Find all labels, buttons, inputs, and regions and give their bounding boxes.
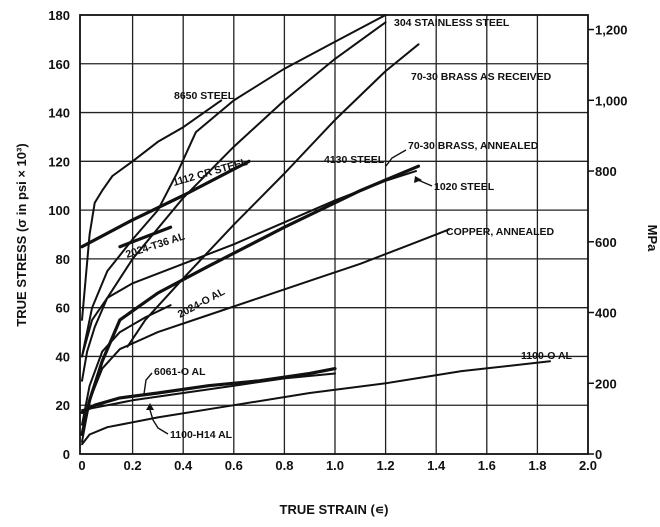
y-tick-label: 180	[48, 8, 70, 23]
y-tick-label: 80	[56, 252, 70, 267]
y-axis-title: TRUE STRESS (σ in psi × 10³)	[14, 143, 29, 326]
y2-tick-label: 1,200	[595, 23, 628, 38]
label-70-30-brass-as-received: 70-30 BRASS AS RECEIVED	[411, 71, 552, 83]
label-1020-steel: 1020 STEEL	[434, 181, 495, 193]
y-tick-label: 0	[63, 447, 70, 462]
label-copper-annealed: COPPER, ANNEALED	[446, 226, 555, 238]
label-8650-steel: 8650 STEEL	[174, 90, 235, 102]
curve-70-30-brass-as-received	[126, 43, 420, 348]
label-70-30-brass-annealed: 70-30 BRASS, ANNEALED	[408, 140, 539, 152]
y-tick-label: 140	[48, 106, 70, 121]
leader-1100-h14-al	[149, 409, 169, 435]
y2-tick-label: 600	[595, 235, 617, 250]
y2-tick-label: 800	[595, 164, 617, 179]
x-tick-labels: 0 0.2 0.4 0.6 0.8 1.0 1.2 1.4 1.6 1.8 2.0	[78, 458, 597, 473]
label-6061-o-al: 6061-O AL	[154, 366, 206, 378]
y-tick-label: 40	[56, 349, 70, 364]
curve-1112-cr-steel	[80, 159, 251, 249]
y2-tick-label: 200	[595, 376, 617, 391]
x-axis-title: TRUE STRAIN (∊)	[280, 502, 389, 517]
curve-2024-o-al	[81, 304, 172, 426]
curve-8650-steel	[81, 99, 223, 321]
x-tick-label: 1.4	[427, 458, 446, 473]
label-4130-steel: 4130 STEEL	[324, 154, 385, 166]
curve-2024-t36-al	[118, 225, 173, 249]
curve-1020-steel	[81, 170, 417, 358]
curve-1100-h14-al	[81, 372, 336, 412]
y-tick-label: 120	[48, 154, 70, 169]
y-tick-label: 100	[48, 203, 70, 218]
label-2024-t36-al: 2024-T36 AL	[124, 230, 187, 261]
x-tick-label: 0	[78, 458, 85, 473]
x-tick-label: 1.0	[326, 458, 344, 473]
y2-tick-label: 400	[595, 306, 617, 321]
curve-copper-annealed	[81, 228, 450, 443]
curve-1100-o-al	[81, 360, 551, 446]
y2-tick-label: 0	[595, 447, 602, 462]
x-tick-label: 1.6	[478, 458, 496, 473]
curve-304-stainless-steel	[81, 21, 387, 382]
curve-6061-o-al	[80, 367, 337, 415]
curves	[80, 14, 551, 446]
leader-6061-o-al	[143, 372, 153, 395]
x-tick-label: 0.8	[275, 458, 293, 473]
label-1100-h14-al: 1100-H14 AL	[170, 429, 233, 441]
label-304-stainless-steel: 304 STAINLESS STEEL	[394, 17, 510, 29]
y2-tick-label: 1,000	[595, 93, 628, 108]
label-1100-o-al: 1100-O AL	[521, 350, 573, 362]
y2-axis-title: MPa	[645, 225, 660, 253]
y-tick-label: 60	[56, 301, 70, 316]
x-tick-label: 1.8	[528, 458, 546, 473]
x-tick-label: 0.4	[174, 458, 193, 473]
x-tick-label: 2.0	[579, 458, 597, 473]
y-tick-labels: 0 20 40 60 80 100 120 140 160 180	[48, 8, 70, 462]
y-tick-label: 20	[56, 398, 70, 413]
leader-70-30-brass-annealed	[385, 149, 407, 167]
leader-1020-steel	[417, 179, 433, 187]
y-tick-label: 160	[48, 57, 70, 72]
arrowhead-1020-steel	[414, 176, 422, 183]
curve-labels: 304 STAINLESS STEEL 70-30 BRASS AS RECEIV…	[124, 17, 572, 441]
x-tick-label: 0.6	[225, 458, 243, 473]
arrowhead-1100-h14-al	[146, 403, 154, 410]
x-tick-label: 1.2	[377, 458, 395, 473]
curve-4130-steel	[81, 14, 387, 358]
y2-tick-labels: 0 200 400 600 800 1,000 1,200	[588, 23, 628, 462]
plot-frame	[79, 14, 589, 455]
x-tick-label: 0.2	[124, 458, 142, 473]
